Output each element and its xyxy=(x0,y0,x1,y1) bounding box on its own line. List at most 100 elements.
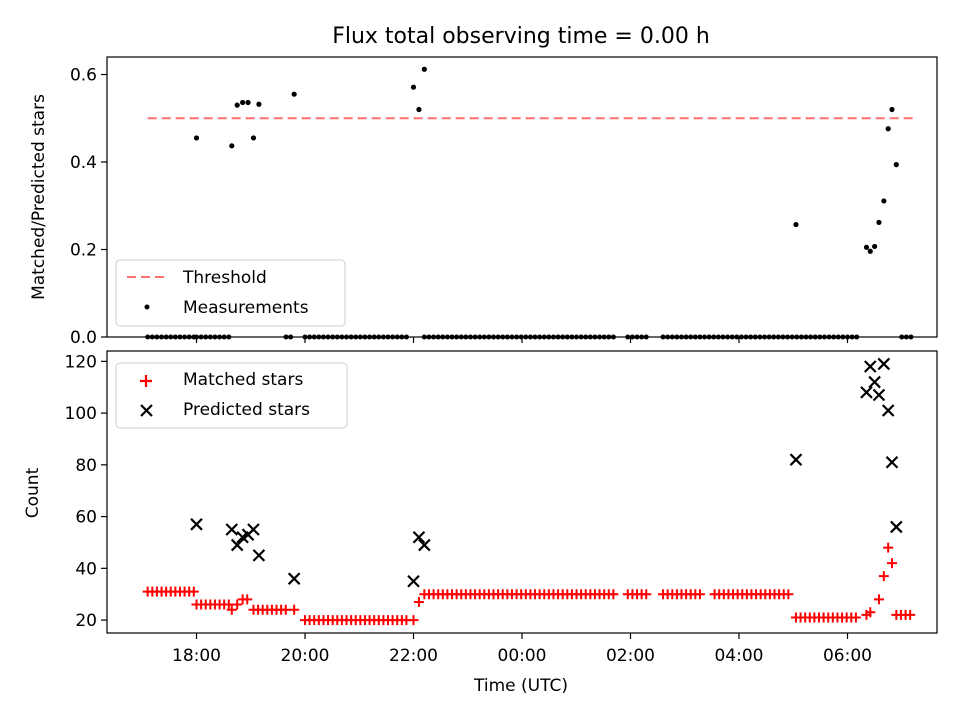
count-legend: Matched stars Predicted stars xyxy=(115,362,348,429)
measurement-point xyxy=(353,334,359,340)
measurement-point xyxy=(194,334,200,340)
matched-star-point xyxy=(883,542,894,553)
measurement-point xyxy=(692,334,698,340)
measurement-point xyxy=(546,334,552,340)
measurement-point xyxy=(711,334,717,340)
measurement-point xyxy=(410,84,417,90)
measurement-point xyxy=(706,334,712,340)
predicted-star-point xyxy=(287,572,301,585)
matched-star-point xyxy=(641,589,652,600)
measurement-point xyxy=(537,334,543,340)
measurement-point xyxy=(849,334,855,340)
x-tick-label: 02:00 xyxy=(606,646,655,666)
measurement-point xyxy=(186,334,192,340)
measurement-point xyxy=(320,334,326,340)
matched-star-point xyxy=(783,589,794,600)
ratio-y-tick-label: 0.0 xyxy=(70,328,97,348)
measurement-point xyxy=(193,135,200,141)
x-tick-label: 00:00 xyxy=(498,646,547,666)
measurement-point xyxy=(872,243,878,250)
measurement-point xyxy=(385,334,391,340)
measurement-point xyxy=(217,334,223,340)
measurement-point xyxy=(159,334,165,340)
measurement-point xyxy=(669,334,675,340)
measurement-point xyxy=(660,334,666,340)
ratio-legend: Threshold Measurements xyxy=(115,259,346,327)
measurement-point xyxy=(449,334,455,340)
measurement-point xyxy=(743,334,749,340)
count-panel: 20 40 60 80 100 120 18:00 20:00 22:00 00:00 02:00… xyxy=(23,350,938,696)
measurement-point xyxy=(229,143,235,149)
measurement-point xyxy=(472,334,478,340)
measurement-point xyxy=(376,334,382,340)
predicted-legend-label: Predicted stars xyxy=(183,400,310,420)
predicted-star-point xyxy=(877,357,891,371)
predicted-star-point xyxy=(418,538,431,552)
measurement-point xyxy=(674,334,680,340)
measurement-point xyxy=(903,334,909,340)
matched-star-point xyxy=(694,589,705,600)
predicted-star-point xyxy=(860,386,873,399)
measurement-point xyxy=(560,334,566,340)
measurement-point xyxy=(177,334,183,340)
measurement-point xyxy=(725,334,731,340)
measurement-point xyxy=(182,334,188,340)
measurement-point xyxy=(893,162,899,168)
measurement-point xyxy=(394,334,400,340)
measurement-point xyxy=(357,334,363,340)
measurement-point xyxy=(198,334,204,340)
measurement-point xyxy=(639,334,645,340)
measurement-point xyxy=(367,334,373,340)
matched-legend-label: Matched stars xyxy=(183,370,303,390)
measurement-point xyxy=(509,334,515,340)
measurement-point xyxy=(683,334,689,340)
measurement-point xyxy=(212,334,218,340)
measurement-point xyxy=(908,334,914,340)
measurements-legend-label: Measurements xyxy=(183,298,309,318)
matched-star-point xyxy=(608,589,619,600)
measurement-point xyxy=(808,334,814,340)
measurement-point xyxy=(334,334,340,340)
measurement-point xyxy=(421,66,427,72)
measurement-point xyxy=(840,334,846,340)
ratio-y-ticks: 0.0 0.2 0.4 0.6 xyxy=(70,66,107,348)
matched-star-point xyxy=(242,594,253,605)
ratio-y-tick-label: 0.6 xyxy=(70,66,97,86)
matched-star-point xyxy=(878,571,889,582)
matched-star-point xyxy=(188,586,199,597)
measurement-point xyxy=(835,334,841,340)
measurement-point xyxy=(881,198,887,204)
measurement-point xyxy=(163,334,169,340)
measurement-point xyxy=(798,334,804,340)
measurement-point xyxy=(421,334,427,340)
predicted-legend-swatch xyxy=(140,404,153,417)
matched-star-point xyxy=(289,604,300,615)
measurement-point xyxy=(678,334,684,340)
count-y-tick-label: 80 xyxy=(75,456,97,476)
measurement-point xyxy=(325,334,331,340)
measurement-point xyxy=(889,106,895,113)
measurement-point xyxy=(643,334,649,340)
measurement-point xyxy=(371,334,377,340)
measurement-point xyxy=(250,135,257,141)
count-x-ticks: 18:00 20:00 22:00 00:00 02:00 04:00 06:00 xyxy=(172,633,872,666)
ratio-legend-box xyxy=(115,259,346,327)
matched-star-point xyxy=(226,604,237,615)
measurement-point xyxy=(154,334,160,340)
measurement-point xyxy=(500,334,506,340)
threshold-legend-label: Threshold xyxy=(182,268,267,288)
measurement-point xyxy=(752,334,758,340)
predicted-star-point xyxy=(890,520,903,534)
measurement-point xyxy=(550,334,556,340)
measurement-point xyxy=(145,334,151,340)
ratio-y-axis-label: Matched/Predicted stars xyxy=(29,94,49,300)
measurement-point xyxy=(720,334,726,340)
measurement-point xyxy=(876,219,882,225)
measurement-point xyxy=(863,244,870,250)
predicted-star-point xyxy=(190,518,203,531)
measurement-point xyxy=(203,334,209,340)
predicted-star-point xyxy=(252,549,266,562)
matched-star-point xyxy=(232,599,243,610)
measurement-point xyxy=(444,334,450,340)
